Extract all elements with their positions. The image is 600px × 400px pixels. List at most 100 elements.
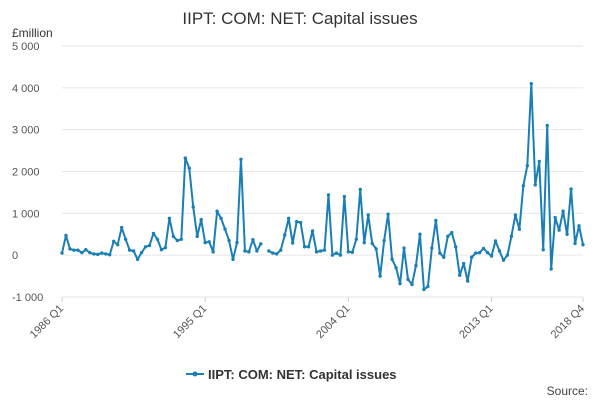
data-point[interactable] <box>163 245 168 250</box>
data-point[interactable] <box>290 241 295 245</box>
data-point[interactable] <box>497 249 502 253</box>
data-point[interactable] <box>139 250 144 255</box>
data-point[interactable] <box>473 251 478 255</box>
data-point[interactable] <box>410 282 414 287</box>
data-point[interactable] <box>80 250 84 255</box>
data-point[interactable] <box>406 277 410 282</box>
data-point[interactable] <box>374 247 378 251</box>
data-point[interactable] <box>100 251 104 255</box>
data-point[interactable] <box>259 242 263 246</box>
data-point[interactable] <box>378 274 382 278</box>
data-point[interactable] <box>255 249 259 253</box>
data-point[interactable] <box>334 251 339 255</box>
data-point[interactable] <box>322 248 327 252</box>
data-point[interactable] <box>267 249 271 253</box>
data-point[interactable] <box>76 248 80 252</box>
data-point[interactable] <box>505 253 510 257</box>
data-point[interactable] <box>215 209 219 213</box>
data-point[interactable] <box>414 263 418 268</box>
data-point[interactable] <box>306 245 311 249</box>
data-point[interactable] <box>131 249 136 253</box>
data-point[interactable] <box>450 230 454 235</box>
data-point[interactable] <box>104 252 108 256</box>
data-point[interactable] <box>239 157 243 162</box>
data-point[interactable] <box>434 218 438 223</box>
data-point[interactable] <box>108 253 112 257</box>
data-point[interactable] <box>477 250 482 255</box>
data-point[interactable] <box>243 249 247 253</box>
data-point[interactable] <box>549 267 553 271</box>
data-point[interactable] <box>191 205 195 209</box>
data-point[interactable] <box>577 224 581 228</box>
data-point[interactable] <box>573 241 577 246</box>
data-point[interactable] <box>167 216 172 221</box>
data-point[interactable] <box>402 246 406 250</box>
data-point[interactable] <box>271 251 275 255</box>
data-point[interactable] <box>310 229 315 233</box>
data-point[interactable] <box>64 233 68 238</box>
data-point[interactable] <box>279 248 283 252</box>
data-point[interactable] <box>72 248 76 252</box>
data-point[interactable] <box>454 245 458 249</box>
data-point[interactable] <box>84 248 88 252</box>
data-point[interactable] <box>92 252 96 256</box>
data-point[interactable] <box>501 258 506 262</box>
data-point[interactable] <box>143 245 148 249</box>
data-point[interactable] <box>513 213 518 217</box>
data-point[interactable] <box>545 123 549 128</box>
data-point[interactable] <box>553 215 557 220</box>
data-point[interactable] <box>231 257 235 262</box>
data-point[interactable] <box>183 156 187 160</box>
data-point[interactable] <box>159 248 164 252</box>
data-point[interactable] <box>235 240 239 245</box>
data-point[interactable] <box>481 246 486 251</box>
data-point[interactable] <box>569 187 573 191</box>
data-point[interactable] <box>175 238 180 243</box>
data-point[interactable] <box>211 250 215 254</box>
data-point[interactable] <box>350 250 355 254</box>
data-point[interactable] <box>517 227 522 231</box>
data-point[interactable] <box>446 234 450 239</box>
data-point[interactable] <box>123 237 128 241</box>
data-point[interactable] <box>68 247 72 251</box>
data-point[interactable] <box>283 233 287 237</box>
legend[interactable]: IIPT: COM: NET: Capital issues <box>186 367 397 382</box>
data-point[interactable] <box>390 257 394 262</box>
data-point[interactable] <box>541 248 545 252</box>
data-point[interactable] <box>469 255 474 259</box>
data-point[interactable] <box>422 287 426 292</box>
data-point[interactable] <box>112 239 116 244</box>
data-point[interactable] <box>537 159 541 164</box>
data-point[interactable] <box>342 194 347 199</box>
data-point[interactable] <box>302 245 307 249</box>
data-point[interactable] <box>430 246 434 250</box>
data-point[interactable] <box>461 261 466 266</box>
data-point[interactable] <box>203 240 207 245</box>
data-point[interactable] <box>195 234 199 239</box>
data-point[interactable] <box>251 237 255 242</box>
data-point[interactable] <box>135 257 140 262</box>
data-point[interactable] <box>151 231 156 236</box>
data-point[interactable] <box>386 212 390 216</box>
data-point[interactable] <box>533 183 537 187</box>
data-point[interactable] <box>207 240 211 244</box>
data-point[interactable] <box>485 250 490 255</box>
data-point[interactable] <box>509 234 514 239</box>
data-point[interactable] <box>338 253 343 257</box>
data-point[interactable] <box>489 254 494 258</box>
data-point[interactable] <box>394 266 398 270</box>
data-point[interactable] <box>298 220 303 225</box>
data-point[interactable] <box>557 228 561 232</box>
data-point[interactable] <box>442 255 446 259</box>
data-point[interactable] <box>147 243 152 248</box>
data-point[interactable] <box>525 163 530 168</box>
data-point[interactable] <box>521 184 526 188</box>
data-point[interactable] <box>247 250 251 254</box>
data-point[interactable] <box>581 243 585 247</box>
data-point[interactable] <box>565 232 569 236</box>
data-point[interactable] <box>438 251 442 255</box>
data-point[interactable] <box>115 243 120 247</box>
data-point[interactable] <box>330 253 335 257</box>
data-point[interactable] <box>314 250 319 254</box>
data-point[interactable] <box>358 187 362 192</box>
